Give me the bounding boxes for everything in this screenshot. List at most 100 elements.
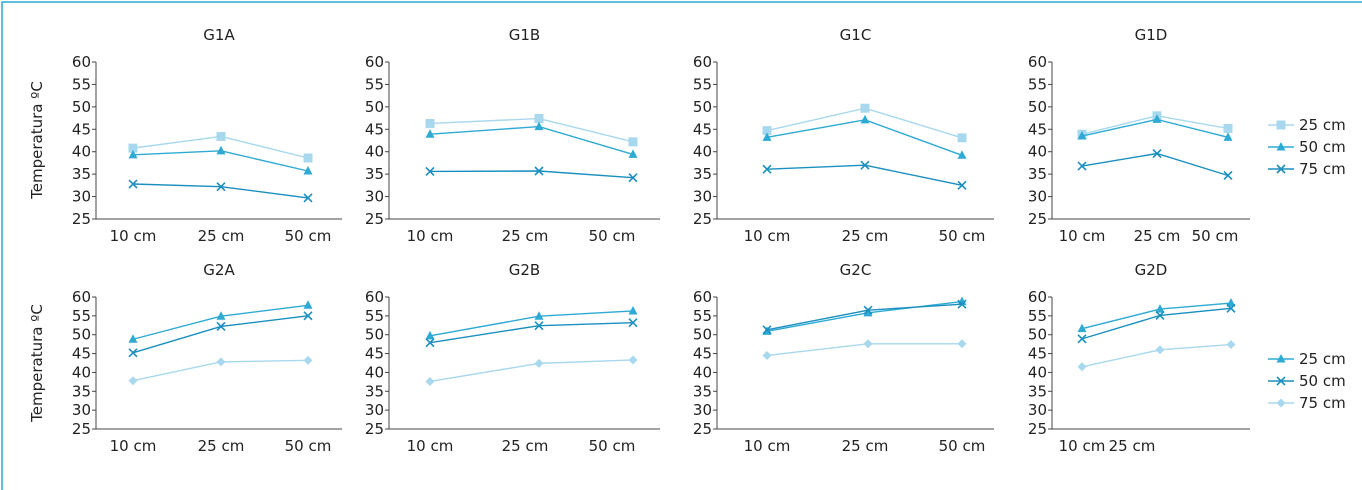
series-75-cm bbox=[425, 166, 638, 183]
chart-title: G1B bbox=[509, 26, 540, 44]
chart-panel-g1a: G1A 25 30 35 40 45 50 55 60 10 cm 25 cm 50 cm bbox=[72, 26, 342, 245]
series-75-cm bbox=[425, 355, 638, 386]
series-line bbox=[132, 315, 309, 354]
data-point bbox=[860, 114, 870, 124]
legend-entry: 25 cm bbox=[1268, 350, 1346, 368]
y-tick-label: 30 bbox=[1028, 188, 1047, 206]
x-tick-label: 50 cm bbox=[589, 227, 636, 245]
data-point bbox=[1077, 323, 1087, 333]
y-tick-label: 55 bbox=[365, 75, 384, 93]
y-tick-label: 35 bbox=[365, 165, 384, 183]
y-tick-label: 40 bbox=[693, 143, 712, 161]
x-tick-label: 50 cm bbox=[939, 437, 986, 455]
data-point bbox=[863, 305, 873, 315]
series-line bbox=[766, 343, 962, 357]
data-point bbox=[628, 149, 638, 158]
x-tick-label: 25 cm bbox=[198, 437, 245, 455]
y-tick-label: 50 bbox=[1028, 98, 1047, 116]
data-point bbox=[863, 339, 873, 349]
series-line bbox=[429, 170, 634, 179]
legend-label: 25 cm bbox=[1299, 116, 1346, 134]
y-tick-label: 60 bbox=[72, 53, 91, 71]
series-line bbox=[1081, 343, 1232, 368]
data-point bbox=[762, 132, 772, 141]
y-tick-label: 40 bbox=[365, 143, 384, 161]
data-point bbox=[1223, 170, 1233, 181]
series-25-cm bbox=[1077, 111, 1233, 139]
data-point bbox=[425, 166, 435, 177]
x-tick-label: 10 cm bbox=[407, 437, 454, 455]
y-tick-label: 60 bbox=[365, 53, 384, 71]
data-point bbox=[534, 166, 544, 176]
data-point bbox=[303, 153, 313, 163]
y-tick-label: 30 bbox=[72, 401, 91, 419]
data-point bbox=[534, 114, 544, 124]
x-tick-label: 50 cm bbox=[285, 227, 332, 245]
legend-entry: 75 cm bbox=[1268, 394, 1346, 412]
legend-entry: 50 cm bbox=[1268, 372, 1346, 390]
y-tick-label: 25 bbox=[72, 210, 91, 228]
series-50-cm bbox=[128, 145, 313, 175]
data-point bbox=[762, 126, 772, 136]
data-point bbox=[216, 357, 226, 367]
y-tick-label: 35 bbox=[693, 382, 712, 400]
data-point bbox=[860, 103, 870, 113]
x-tick-label: 50 cm bbox=[285, 437, 332, 455]
data-point bbox=[425, 118, 435, 128]
x-tick-label: 10 cm bbox=[744, 227, 791, 245]
series-line bbox=[766, 164, 963, 187]
y-tick-label: 50 bbox=[72, 326, 91, 344]
y-tick-label: 45 bbox=[365, 345, 384, 363]
y-tick-label: 50 bbox=[693, 326, 712, 344]
series-line bbox=[429, 321, 634, 344]
legend-marker bbox=[1276, 120, 1286, 130]
data-point bbox=[425, 338, 435, 348]
data-point bbox=[534, 311, 544, 320]
legend-label: 25 cm bbox=[1299, 350, 1346, 368]
y-axis-label: Temperatura ºC bbox=[28, 304, 46, 423]
data-point bbox=[762, 325, 772, 335]
chart-title: G1D bbox=[1135, 26, 1168, 44]
y-tick-label: 50 bbox=[365, 98, 384, 116]
series-50-cm bbox=[425, 318, 638, 348]
series-75-cm bbox=[1077, 340, 1236, 372]
series-25-cm bbox=[1077, 298, 1236, 333]
legend-entry: 75 cm bbox=[1268, 160, 1346, 178]
data-point bbox=[303, 166, 313, 175]
y-tick-label: 25 bbox=[72, 420, 91, 438]
data-point bbox=[1152, 148, 1162, 159]
data-point bbox=[1077, 362, 1087, 372]
x-tick-label: 25 cm bbox=[1134, 227, 1181, 245]
series-50-cm bbox=[128, 311, 313, 358]
y-tick-label: 35 bbox=[1028, 382, 1047, 400]
y-tick-label: 30 bbox=[1028, 401, 1047, 419]
data-point bbox=[957, 133, 967, 143]
data-point bbox=[216, 145, 226, 155]
y-tick-label: 30 bbox=[72, 188, 91, 206]
y-tick-label: 45 bbox=[1028, 345, 1047, 363]
legend-label: 75 cm bbox=[1299, 160, 1346, 178]
data-point bbox=[628, 173, 638, 183]
y-tick-label: 25 bbox=[1028, 210, 1047, 228]
series-25-cm bbox=[762, 103, 967, 143]
chart-title: G2A bbox=[203, 261, 235, 279]
x-tick-label: 10 cm bbox=[1059, 227, 1106, 245]
data-point bbox=[628, 137, 638, 147]
y-tick-label: 35 bbox=[365, 382, 384, 400]
data-point bbox=[128, 149, 138, 159]
legend: 25 cm 50 cm 75 cm bbox=[1268, 350, 1346, 412]
series-50-cm bbox=[762, 299, 967, 335]
x-tick-label: 10 cm bbox=[744, 437, 791, 455]
data-point bbox=[957, 299, 967, 309]
data-point bbox=[1226, 340, 1236, 350]
data-point bbox=[303, 193, 313, 203]
y-tick-label: 50 bbox=[72, 98, 91, 116]
y-tick-label: 30 bbox=[693, 188, 712, 206]
chart-title: G1C bbox=[840, 26, 872, 44]
legend-marker bbox=[1276, 376, 1286, 386]
x-tick-label: 10 cm bbox=[110, 227, 157, 245]
series-line bbox=[132, 304, 309, 340]
